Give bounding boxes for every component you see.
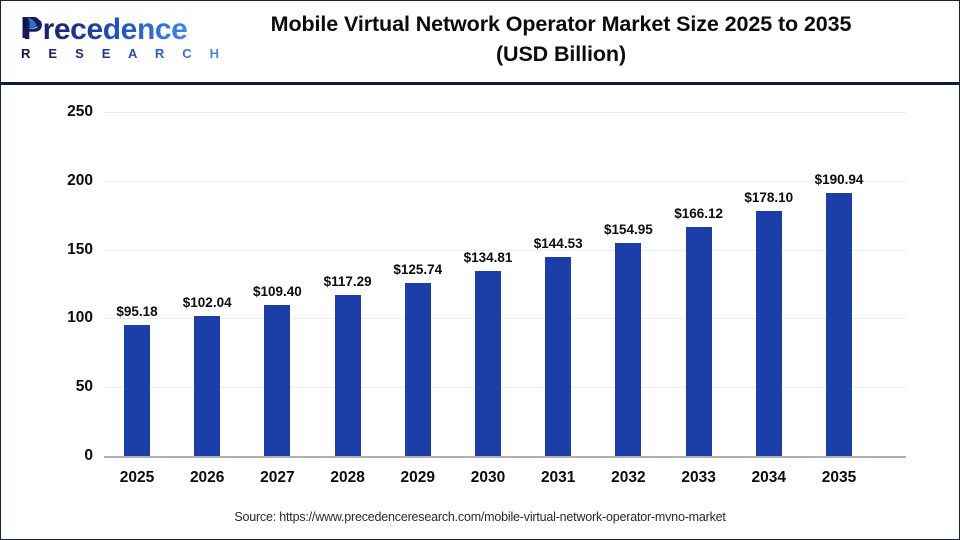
logo-wordmark: Precedence <box>23 13 188 46</box>
bar-2032[interactable] <box>615 242 642 456</box>
x-axis-tick-label-2033: 2033 <box>681 469 716 486</box>
bar-value-label-2028: $117.29 <box>323 273 372 289</box>
bar-2028[interactable] <box>334 294 361 456</box>
y-axis-tick-label: 100 <box>67 309 93 327</box>
bar-value-label-2026: $102.04 <box>182 294 232 310</box>
x-axis-tick-label-2035: 2035 <box>821 469 857 486</box>
gridline <box>104 112 906 113</box>
y-axis-tick-label: 50 <box>75 378 93 396</box>
x-axis-tick-label-2030: 2030 <box>470 469 506 486</box>
bar-2030[interactable] <box>475 270 501 456</box>
x-axis-tick-label-2028: 2028 <box>330 469 365 486</box>
bar-value-label-2032: $154.95 <box>603 221 653 237</box>
x-axis-tick-label-2031: 2031 <box>540 469 576 486</box>
chart-header: Precedence R E S E A R C H Mobile Virtua… <box>1 1 959 85</box>
bar-2031[interactable] <box>545 257 572 456</box>
bar-2025[interactable] <box>124 325 150 456</box>
x-axis-tick-label-2032: 2032 <box>611 469 646 486</box>
bar-2034[interactable] <box>755 210 782 456</box>
chart-footer: Source: https://www.precedenceresearch.c… <box>1 501 959 539</box>
gridline <box>104 387 906 389</box>
y-axis-tick-label: 250 <box>67 103 93 120</box>
title-line-2: (USD Billion) <box>495 42 627 66</box>
x-axis-tick-label-2026: 2026 <box>189 469 225 486</box>
axis-baseline <box>104 456 906 458</box>
page-title: Mobile Virtual Network Operator Market S… <box>181 9 941 69</box>
logo-subtitle: R E S E A R C H <box>21 46 227 61</box>
precedence-research-logo: Precedence R E S E A R C H <box>15 13 219 71</box>
bar-value-label-2029: $125.74 <box>393 261 443 277</box>
x-axis-tick-label-2029: 2029 <box>400 469 436 486</box>
bar-value-label-2035: $190.94 <box>814 172 864 188</box>
y-axis-tick-label: 200 <box>67 171 93 189</box>
bar-2027[interactable] <box>264 305 291 456</box>
bar-value-label-2031: $144.53 <box>533 236 583 252</box>
precedence-leaf-mark-icon <box>22 17 40 38</box>
title-line-1: Mobile Virtual Network Operator Market S… <box>270 12 852 36</box>
bar-2035[interactable] <box>826 193 852 456</box>
y-axis-tick-label: 150 <box>67 240 93 258</box>
bar-value-label-2030: $134.81 <box>463 249 513 265</box>
x-axis-tick-label-2027: 2027 <box>260 469 295 486</box>
y-axis-tick-label: 0 <box>84 447 93 464</box>
bar-2033[interactable] <box>685 227 712 456</box>
bar-2029[interactable] <box>404 282 431 456</box>
bar-value-label-2034: $178.10 <box>744 189 794 205</box>
x-axis-tick-label-2025: 2025 <box>119 469 155 486</box>
gridline <box>104 180 906 182</box>
gridline <box>104 249 906 251</box>
bar-value-label-2033: $166.12 <box>674 206 723 222</box>
bar-2026[interactable] <box>194 315 221 456</box>
bar-chart-plot-area: 0 50 100 150 200 250 $95.18 $102.04 $109.40 $117… <box>1 85 959 501</box>
source-caption: Source: https://www.precedenceresearch.c… <box>234 510 726 524</box>
gridline <box>104 318 906 320</box>
bar-value-label-2025: $95.18 <box>116 304 158 320</box>
bar-value-label-2027: $109.40 <box>252 284 302 300</box>
x-axis-tick-label-2034: 2034 <box>751 469 787 486</box>
